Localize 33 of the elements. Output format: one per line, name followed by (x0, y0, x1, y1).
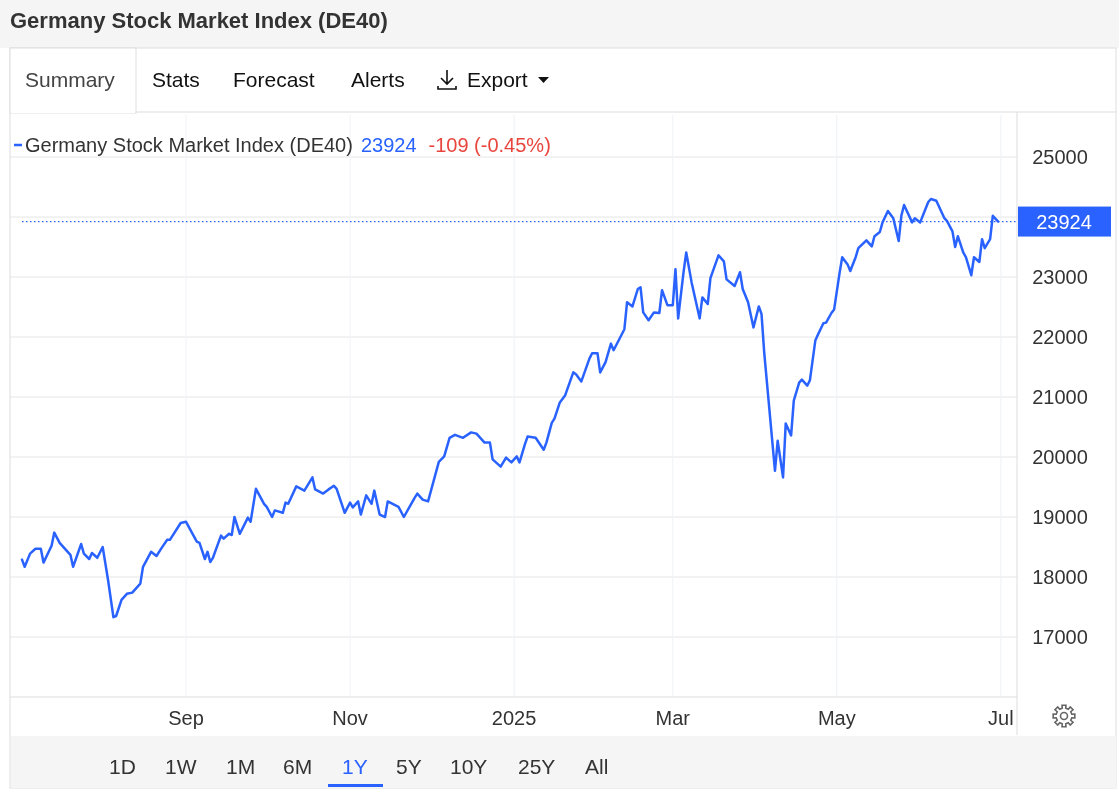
x-tick-label: Nov (332, 707, 368, 729)
text: Stats (152, 68, 200, 91)
y-tick-label: 20000 (1032, 446, 1088, 468)
y-tick-label: 17000 (1032, 626, 1088, 648)
y-tick-label: 18000 (1032, 566, 1088, 588)
chart-title: Germany Stock Market Index (DE40) (10, 8, 388, 33)
x-tick-label: Sep (168, 707, 204, 729)
text: Alerts (351, 68, 405, 91)
text: 1D (109, 755, 136, 778)
text: 25Y (518, 755, 556, 778)
text: 1M (226, 755, 256, 778)
x-tick-label: Mar (655, 707, 691, 729)
y-tick-label: 25000 (1032, 146, 1088, 168)
annotation: -109 (-0.45%) (428, 134, 551, 156)
text: 1Y (342, 755, 368, 778)
x-tick-label: May (817, 707, 856, 729)
ref-line-label: 23924 (1036, 210, 1092, 233)
text: 10Y (450, 755, 488, 778)
y-tick-label: 22000 (1032, 326, 1088, 348)
x-tick-label: 2025 (491, 707, 537, 729)
text: 5Y (396, 755, 422, 778)
legend-label: Germany Stock Market Index (DE40) (25, 134, 353, 156)
y-tick-label: 23000 (1032, 266, 1088, 288)
text: 1W (165, 755, 197, 778)
text: All (585, 755, 609, 778)
annotation: 23924 (360, 134, 417, 156)
text: 6M (283, 755, 313, 778)
x-tick-label: Jul (988, 707, 1014, 729)
y-tick-label: 21000 (1032, 386, 1088, 408)
text: Summary (25, 68, 116, 91)
text: Forecast (233, 68, 315, 91)
text: Export (467, 68, 528, 91)
y-tick-label: 19000 (1032, 506, 1088, 528)
